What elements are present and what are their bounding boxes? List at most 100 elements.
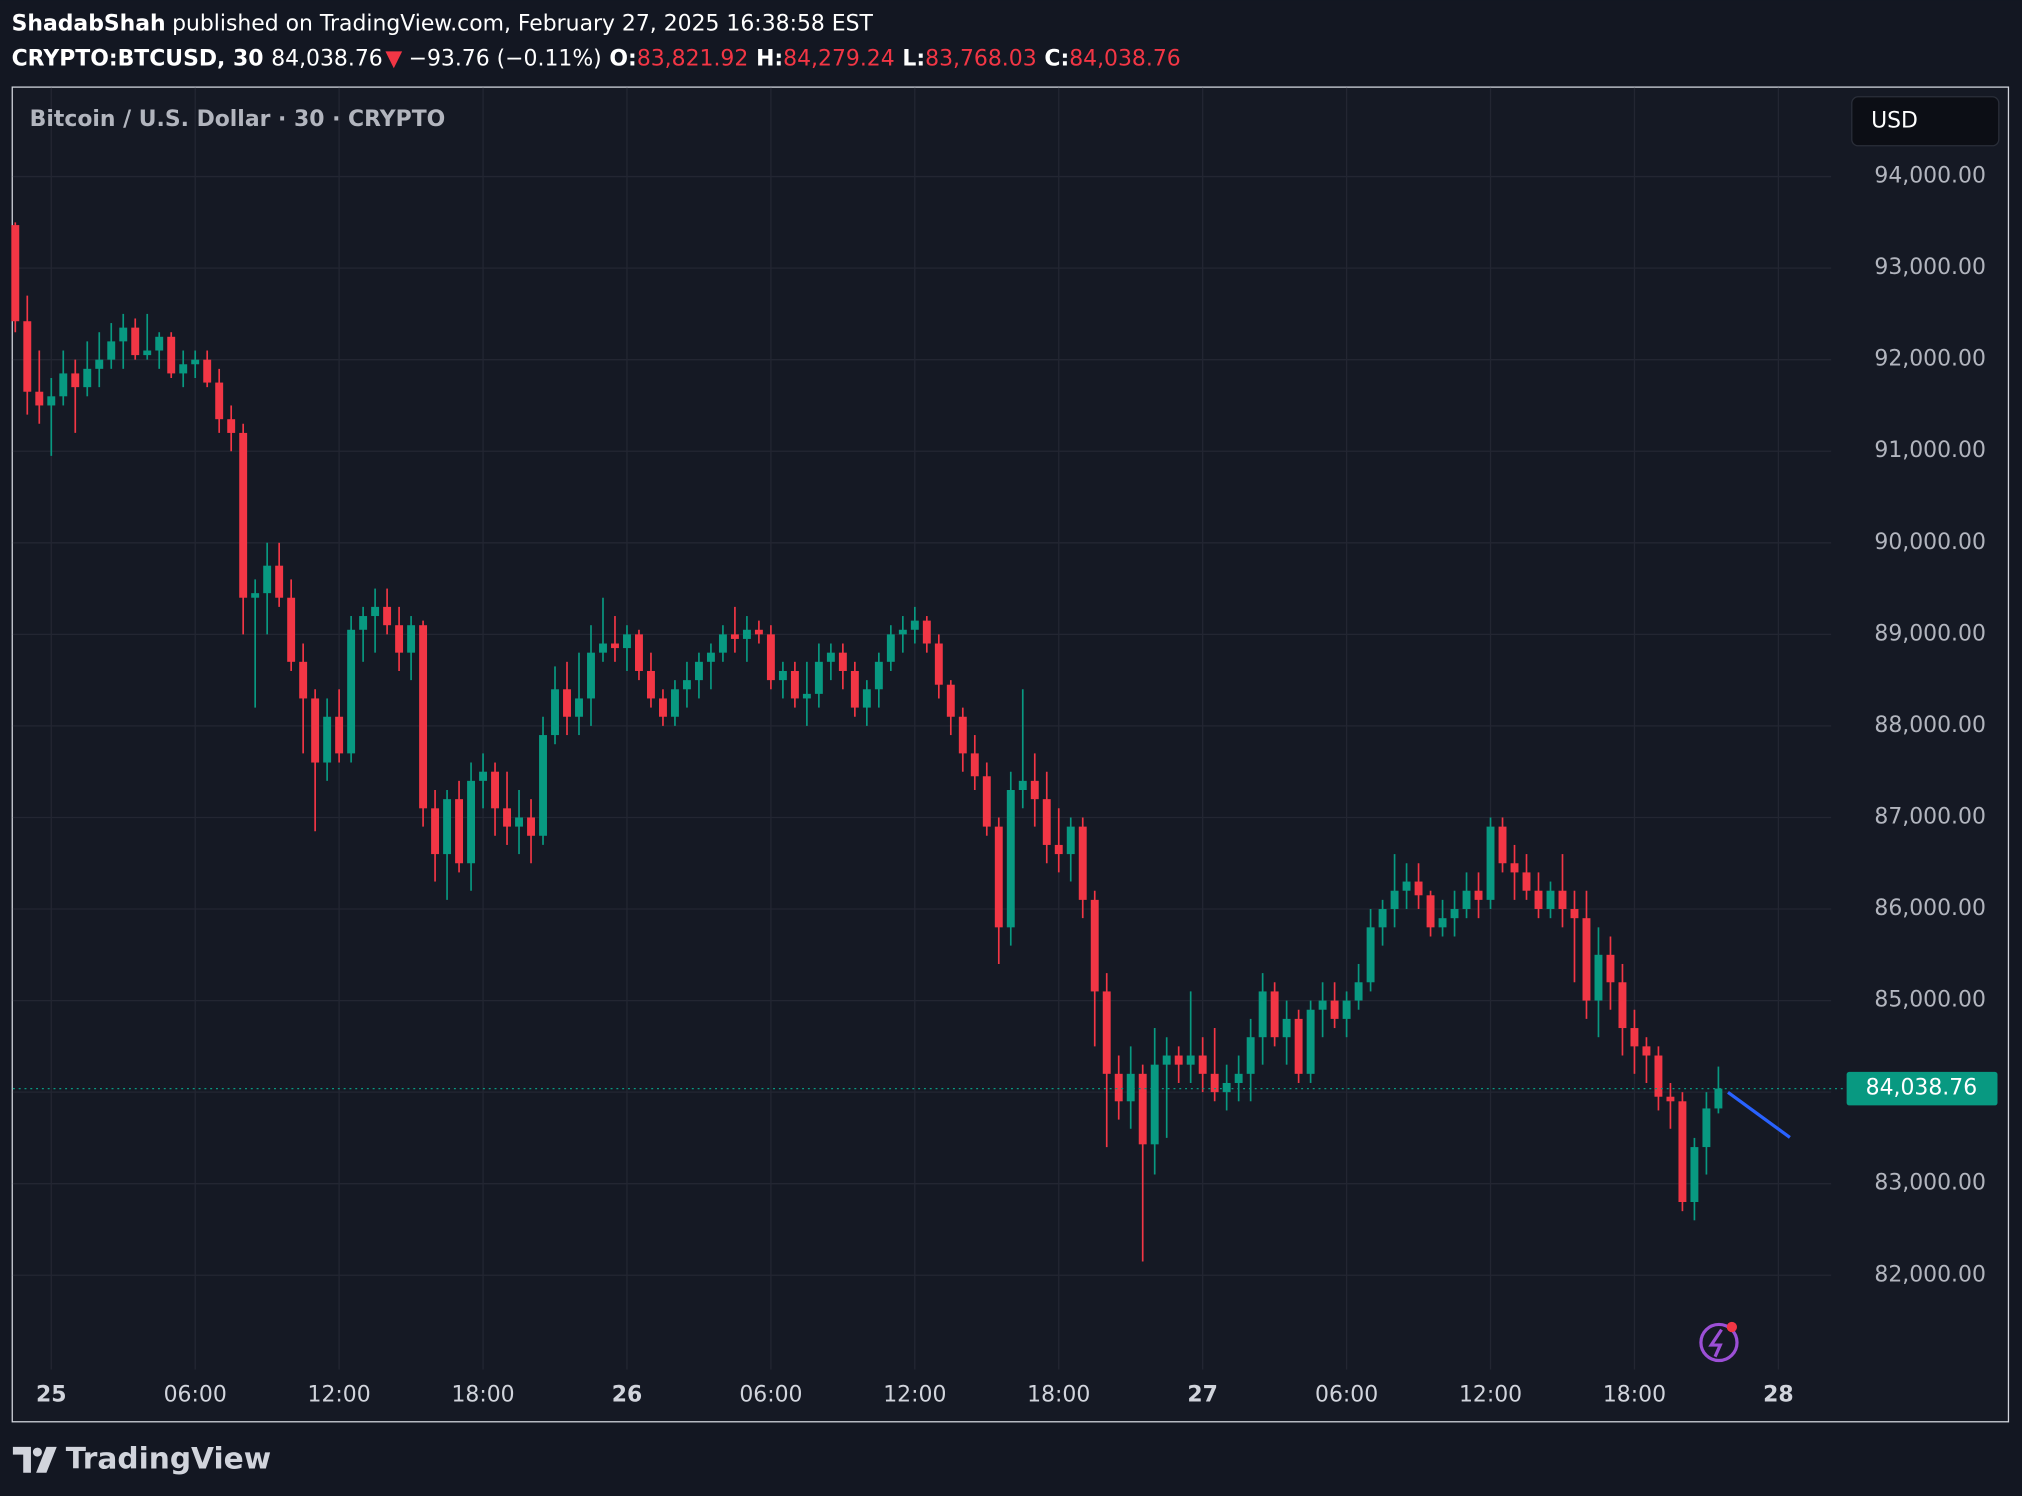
candle-body — [1018, 780, 1027, 791]
candle-body — [263, 565, 272, 594]
candle-body — [107, 341, 116, 360]
candle-body — [239, 432, 248, 598]
candle-body — [599, 643, 607, 653]
candle-body — [167, 336, 176, 374]
candle-body — [1150, 1064, 1159, 1145]
candle-body — [1474, 890, 1483, 900]
candle-body — [1186, 1055, 1195, 1065]
candle-body — [1138, 1073, 1147, 1145]
candle-body — [455, 799, 464, 864]
candle-body — [1510, 863, 1519, 873]
candle-body — [1678, 1101, 1687, 1203]
candle-body — [826, 652, 835, 662]
candle-body — [1210, 1073, 1219, 1093]
candle-body — [95, 359, 104, 369]
candle-body — [323, 716, 332, 763]
candle-body — [11, 225, 20, 322]
candle-body — [1198, 1055, 1207, 1074]
candle-body — [862, 689, 871, 708]
ohlc-line: CRYPTO:BTCUSD, 30 84,038.76 ▼ −93.76 (−0.11… — [12, 46, 1181, 71]
candle-body — [35, 391, 44, 406]
x-tick-label: 27 — [1187, 1382, 1218, 1407]
candle-body — [83, 368, 92, 388]
candle-body — [203, 359, 212, 383]
logo-t — [12, 1446, 31, 1473]
x-tick-label: 12:00 — [883, 1382, 946, 1407]
y-tick-label: 85,000.00 — [1874, 988, 1985, 1013]
x-tick-label: 06:00 — [1315, 1382, 1378, 1407]
ai-icon — [1699, 1321, 1739, 1363]
candle-body — [1090, 899, 1099, 992]
candle-body — [419, 625, 428, 809]
candle-body — [1558, 890, 1567, 910]
candle-body — [1486, 826, 1495, 900]
candle-body — [119, 327, 128, 342]
candle-body — [1174, 1055, 1183, 1065]
candle-body — [1354, 982, 1363, 1001]
candle-body — [1342, 1000, 1351, 1019]
candle-body — [706, 652, 715, 662]
candle-body — [1630, 1028, 1639, 1047]
candle-body — [647, 670, 655, 699]
candle-body — [910, 620, 919, 630]
candle-body — [898, 629, 907, 635]
icon-ring — [1699, 1322, 1739, 1363]
candle-body — [1390, 890, 1399, 910]
candle-body — [1006, 790, 1015, 928]
candle-body — [1126, 1073, 1135, 1102]
candle-body — [527, 817, 535, 836]
last-price-tag — [1846, 1071, 1998, 1106]
author: ShadabShah — [12, 12, 166, 37]
candle-body — [730, 634, 739, 639]
candle-body — [1282, 1018, 1291, 1038]
candle-body — [1522, 872, 1531, 891]
chart-title: Bitcoin / U.S. Dollar · 30 · CRYPTO — [30, 107, 446, 132]
y-tick-label: 92,000.00 — [1874, 347, 1985, 372]
candle-body — [155, 336, 164, 351]
candle-body — [1594, 954, 1603, 1001]
currency-label[interactable]: USD — [1871, 108, 1918, 133]
candle-body — [191, 359, 200, 365]
x-tick-label: 18:00 — [1027, 1382, 1090, 1407]
x-tick-label: 06:00 — [164, 1382, 227, 1407]
candle-body — [515, 817, 523, 827]
y-tick-label: 86,000.00 — [1874, 896, 1985, 921]
x-tick-label: 28 — [1763, 1382, 1794, 1407]
candle-body — [1690, 1147, 1699, 1203]
candle-body — [658, 698, 667, 717]
candle-body — [1270, 991, 1279, 1038]
candle-body — [371, 606, 380, 617]
candle-body — [874, 661, 883, 690]
y-tick-label: 89,000.00 — [1874, 621, 1985, 646]
candle-body — [1294, 1018, 1303, 1074]
candle-body — [299, 661, 308, 699]
candle-body — [359, 616, 368, 630]
candle-body — [179, 364, 188, 374]
change: −93.76 (−0.11%) — [409, 46, 602, 71]
candle-body — [59, 373, 68, 397]
x-tick-label: 12:00 — [1459, 1382, 1522, 1407]
candle-body — [395, 625, 404, 653]
brand-logo — [12, 1446, 57, 1473]
candle-body — [1666, 1096, 1675, 1102]
candle-body — [131, 327, 140, 356]
candle-body — [682, 680, 691, 690]
candle-body — [994, 826, 1003, 928]
candle-body — [850, 670, 859, 708]
candle-body — [1534, 890, 1543, 910]
currency-button[interactable] — [1851, 96, 2000, 147]
x-tick-label: 06:00 — [739, 1382, 802, 1407]
candle-body — [347, 629, 356, 754]
candle-body — [1606, 954, 1615, 983]
candle-body — [1054, 844, 1063, 855]
candle-body — [227, 419, 236, 433]
candle-body — [251, 593, 260, 598]
candle-body — [1618, 982, 1627, 1029]
candle-body — [23, 321, 32, 392]
symbol: CRYPTO:BTCUSD, 30 — [12, 46, 264, 71]
trend-drawing — [1727, 1091, 1791, 1139]
publish-line: ShadabShah published on TradingView.com, … — [12, 12, 874, 37]
candle-body — [491, 771, 500, 809]
candle-body — [766, 634, 775, 681]
